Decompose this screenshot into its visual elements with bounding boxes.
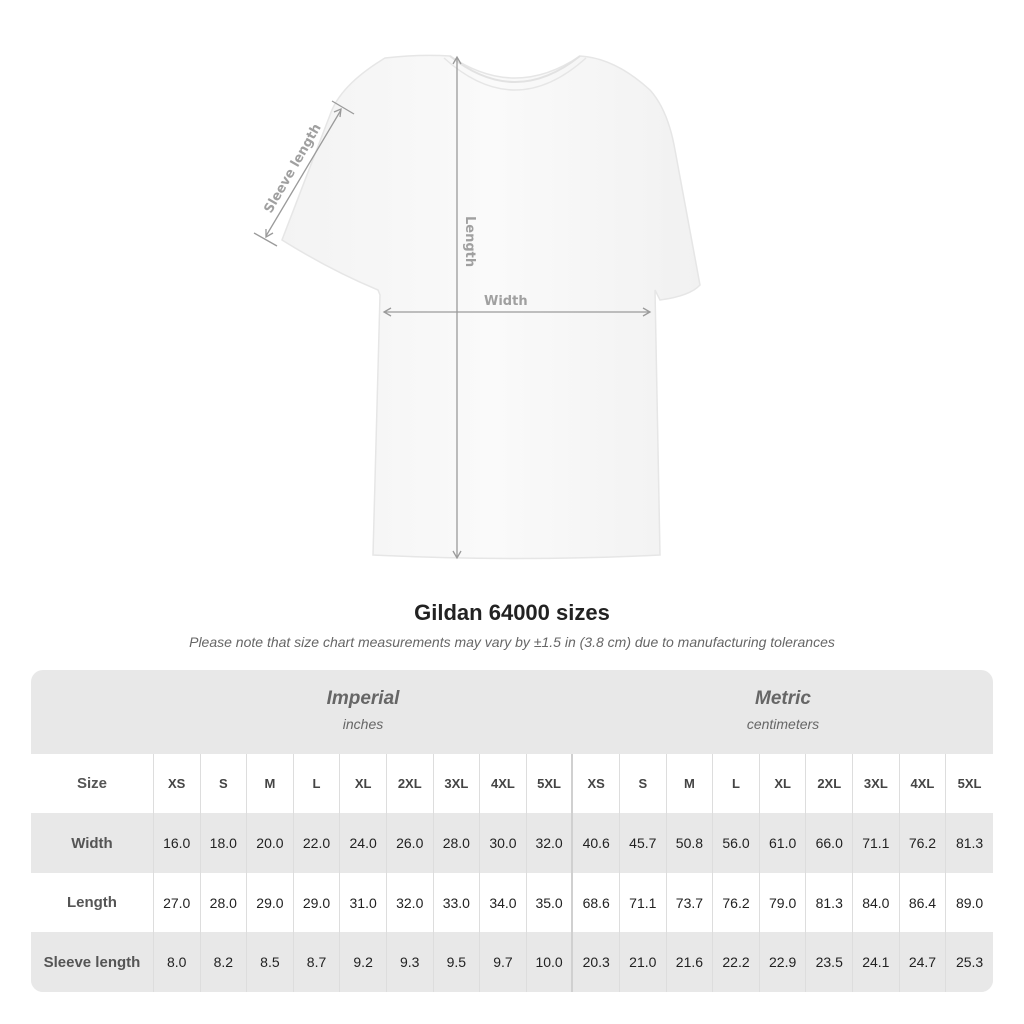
value-cell: 40.6 <box>573 813 620 873</box>
row-label: Width <box>31 813 154 873</box>
value-cell: 8.5 <box>247 932 294 992</box>
value-cell: 22.2 <box>713 932 760 992</box>
size-header-cell: L <box>294 754 341 813</box>
value-cell: 73.7 <box>667 873 714 932</box>
value-cell: 8.2 <box>201 932 248 992</box>
row-label: Sleeve length <box>31 932 154 992</box>
value-cell: 76.2 <box>900 813 947 873</box>
value-cell: 8.7 <box>294 932 341 992</box>
table-row: Sleeve length 8.0 8.2 8.5 8.7 9.2 9.3 9.5 9.7 10.… <box>31 932 993 992</box>
value-cell: 25.3 <box>955 954 984 970</box>
size-label: Size <box>31 754 154 813</box>
imperial-label: Imperial <box>326 688 400 709</box>
value-cell: 28.0 <box>434 813 481 873</box>
size-header-cell: XS <box>573 754 620 813</box>
value-cell: 71.1 <box>853 813 900 873</box>
value-cell: 76.2 <box>713 873 760 932</box>
value-cell: 31.0 <box>340 873 387 932</box>
value-cell: 24.0 <box>340 813 387 873</box>
width-label: Width <box>484 294 528 309</box>
value-cell: 18.0 <box>201 813 248 873</box>
table-row: Length 27.0 28.0 29.0 29.0 31.0 32.0 33.0 34.0 35… <box>31 873 993 932</box>
value-cell: 35.0 <box>527 873 574 932</box>
value-cell: 24.1 <box>853 932 900 992</box>
value-cell: 22.0 <box>294 813 341 873</box>
metric-unit: centimeters <box>746 716 820 732</box>
imperial-header: Imperial inches <box>153 670 573 754</box>
value-cell: 9.5 <box>434 932 481 992</box>
size-header-cell: S <box>201 754 248 813</box>
value-cell: 20.0 <box>247 813 294 873</box>
tshirt-image <box>281 54 701 560</box>
size-table: Imperial inches Metric centimeters Size … <box>31 670 993 992</box>
value-cell: 29.0 <box>294 873 341 932</box>
value-cell: 26.0 <box>387 813 434 873</box>
length-label: Length <box>462 216 477 267</box>
value-cell: 27.0 <box>154 873 201 932</box>
value-cell: 22.9 <box>760 932 807 992</box>
value-cell: 24.7 <box>900 932 947 992</box>
value-cell: 34.0 <box>480 873 527 932</box>
size-header-cell: 2XL <box>387 754 434 813</box>
size-header-cell: 2XL <box>806 754 854 813</box>
size-header-cell: XS <box>154 754 201 813</box>
value-cell: 86.4 <box>900 873 947 932</box>
size-header-cell: L <box>713 754 760 813</box>
sleeve-line <box>265 109 342 237</box>
value-cell: 33.0 <box>434 873 481 932</box>
value-cell: 45.7 <box>620 813 667 873</box>
value-cell: 89.0 <box>955 894 984 911</box>
chart-title: Gildan 64000 sizes <box>414 600 610 625</box>
metric-label: Metric <box>755 688 811 709</box>
size-header-cell: M <box>247 754 294 813</box>
size-row: Size XS S M L XL 2XL 3XL 4XL 5XL XS S M L XL 2XL 3XL 4XL… <box>31 754 993 813</box>
value-cell: 21.0 <box>620 932 667 992</box>
tshirt-diagram: Sleeve length Length Width <box>253 54 701 560</box>
size-header-cell: 5XL <box>527 754 574 813</box>
size-header-cell: M <box>667 754 714 813</box>
value-cell: 20.3 <box>573 932 620 992</box>
value-cell: 10.0 <box>527 932 574 992</box>
imperial-unit: inches <box>342 716 384 732</box>
value-cell: 21.6 <box>667 932 714 992</box>
value-cell: 8.0 <box>154 932 201 992</box>
size-header-cell: 4XL <box>900 754 947 813</box>
value-cell: 16.0 <box>154 813 201 873</box>
value-cell: 71.1 <box>620 873 667 932</box>
value-cell: 50.8 <box>667 813 714 873</box>
value-cell: 56.0 <box>713 813 760 873</box>
value-cell: 81.3 <box>955 835 984 851</box>
value-cell: 9.3 <box>387 932 434 992</box>
value-cell: 9.2 <box>340 932 387 992</box>
table-row: Width 16.0 18.0 20.0 22.0 24.0 26.0 28.0 30.0 32.… <box>31 813 993 873</box>
size-header-cell: XL <box>340 754 387 813</box>
value-cell: 29.0 <box>247 873 294 932</box>
value-cell: 79.0 <box>760 873 807 932</box>
value-cell: 30.0 <box>480 813 527 873</box>
metric-header: Metric centimeters <box>573 670 993 754</box>
value-cell: 61.0 <box>760 813 807 873</box>
size-header-cell: XL <box>760 754 807 813</box>
row-label: Length <box>31 873 154 932</box>
value-cell: 32.0 <box>527 813 574 873</box>
value-cell: 32.0 <box>387 873 434 932</box>
value-cell: 81.3 <box>806 873 854 932</box>
value-cell: 28.0 <box>201 873 248 932</box>
size-header-cell: 5XL <box>957 776 982 791</box>
size-header-cell: S <box>620 754 667 813</box>
value-cell: 84.0 <box>853 873 900 932</box>
value-cell: 66.0 <box>806 813 854 873</box>
value-cell: 68.6 <box>573 873 620 932</box>
tolerance-note: Please note that size chart measurements… <box>189 634 835 650</box>
size-header-cell: 3XL <box>853 754 900 813</box>
value-cell: 9.7 <box>480 932 527 992</box>
size-header-cell: 4XL <box>480 754 527 813</box>
size-header-cell: 3XL <box>434 754 481 813</box>
value-cell: 23.5 <box>806 932 854 992</box>
